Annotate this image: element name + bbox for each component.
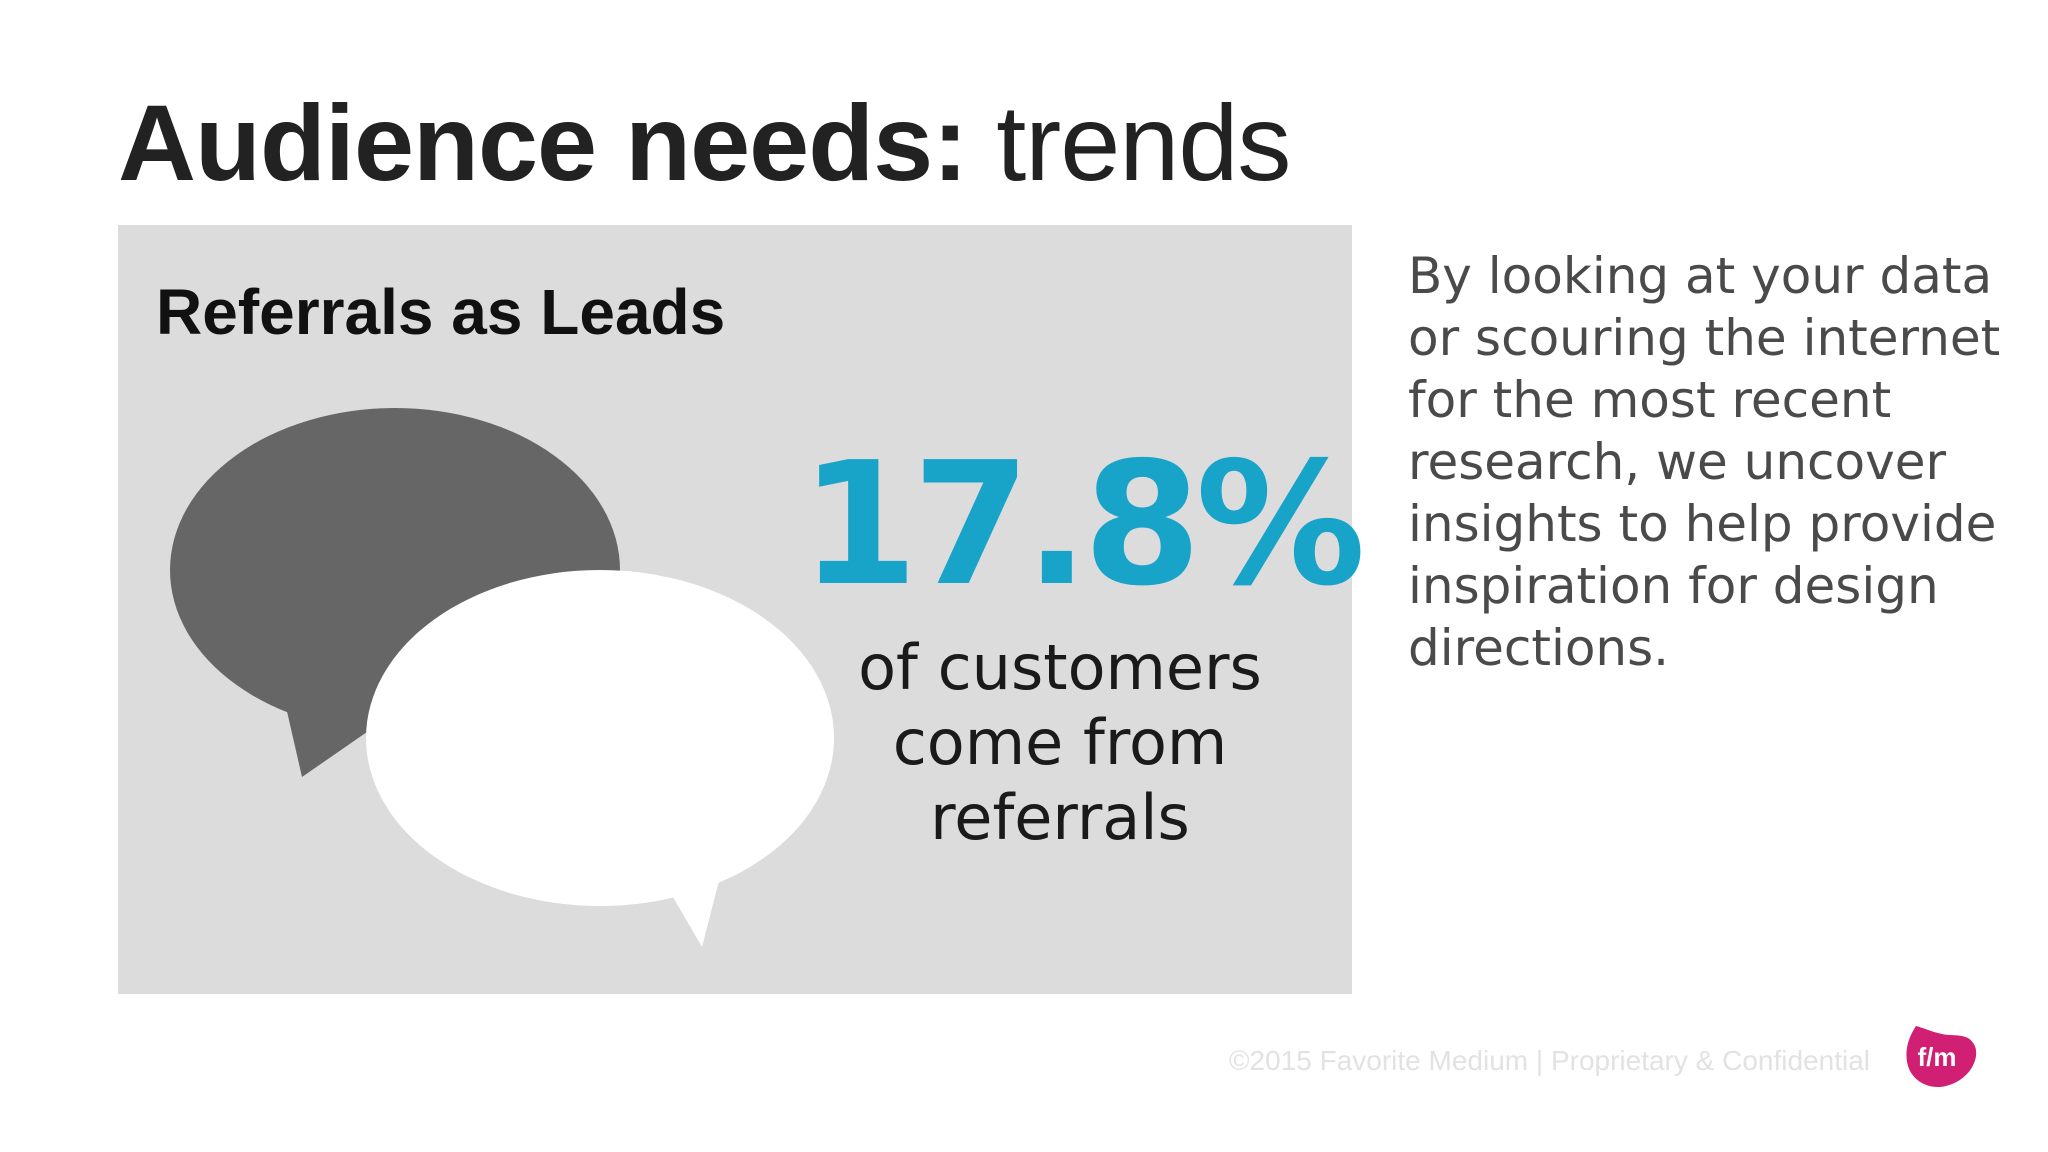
speech-bubbles-icon: [170, 408, 834, 947]
stat-caption: of customers come from referrals: [800, 630, 1320, 855]
side-text-line: for the most recent: [1408, 371, 1892, 429]
side-text-line: insights to help provide: [1408, 495, 1997, 553]
stat-panel: Referrals as Leads 17.8% of customers co…: [118, 225, 1366, 994]
side-description: By looking at your data or scouring the …: [1408, 245, 2028, 679]
white-speech-bubble: [366, 570, 834, 947]
stat-caption-line: come from: [892, 706, 1228, 779]
side-text-line: By looking at your data: [1408, 247, 1993, 305]
side-text-line: inspiration for design: [1408, 557, 1939, 615]
stat-caption-line: referrals: [930, 781, 1190, 854]
slide-title-bold: Audience needs:: [118, 82, 968, 203]
stat-value: 17.8%: [800, 426, 1366, 624]
favorite-medium-logo-icon: [1906, 1026, 1977, 1088]
panel-title: Referrals as Leads: [156, 276, 726, 348]
stat-caption-line: of customers: [858, 631, 1262, 704]
side-text-line: or scouring the internet: [1408, 309, 2001, 367]
footer-copyright: ©2015 Favorite Medium | Proprietary & Co…: [1228, 1045, 1870, 1076]
side-text-line: research, we uncover: [1408, 433, 1947, 491]
side-text-line: directions.: [1408, 619, 1670, 677]
slide-title: Audience needs: trends: [118, 78, 1291, 208]
slide-title-light: trends: [996, 82, 1291, 203]
logo-text: f/m: [1917, 1042, 1957, 1072]
